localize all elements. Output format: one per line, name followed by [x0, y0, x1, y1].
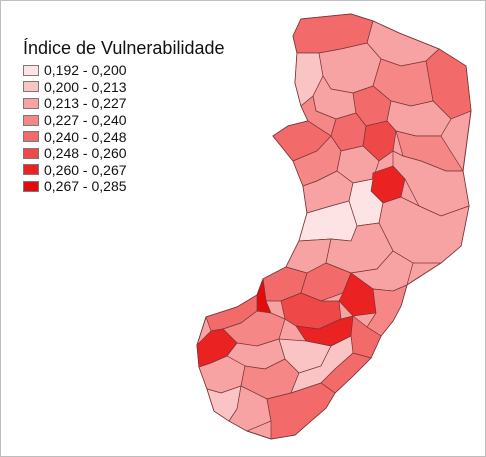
legend-label: 0,227 - 0,240	[44, 112, 127, 129]
legend-label: 0,260 - 0,267	[44, 161, 127, 178]
map-legend: Índice de Vulnerabilidade 0,192 - 0,200 …	[23, 38, 224, 195]
legend-label: 0,192 - 0,200	[44, 62, 127, 79]
legend-item: 0,192 - 0,200	[23, 62, 224, 79]
legend-title: Índice de Vulnerabilidade	[23, 38, 225, 58]
municipalities-layer	[196, 13, 472, 440]
legend-item: 0,240 - 0,248	[23, 128, 224, 145]
legend-item: 0,213 - 0,227	[23, 95, 224, 112]
legend-swatch	[23, 180, 39, 192]
legend-swatch	[23, 147, 39, 159]
legend-label: 0,200 - 0,213	[44, 78, 127, 95]
municipality-region	[266, 382, 336, 440]
legend-swatch	[23, 97, 39, 109]
legend-item: 0,267 - 0,285	[23, 178, 224, 195]
legend-item: 0,260 - 0,267	[23, 162, 224, 179]
legend-swatch	[23, 131, 39, 143]
legend-item: 0,200 - 0,213	[23, 79, 224, 96]
legend-swatch	[23, 64, 39, 76]
legend-label: 0,213 - 0,227	[44, 95, 127, 112]
legend-label: 0,248 - 0,260	[44, 145, 127, 162]
legend-swatch	[23, 114, 39, 126]
legend-label: 0,267 - 0,285	[44, 178, 127, 195]
legend-label: 0,240 - 0,248	[44, 128, 127, 145]
legend-items: 0,192 - 0,200 0,200 - 0,213 0,213 - 0,22…	[23, 62, 224, 195]
legend-swatch	[23, 81, 39, 93]
legend-item: 0,227 - 0,240	[23, 112, 224, 129]
legend-swatch	[23, 164, 39, 176]
legend-item: 0,248 - 0,260	[23, 145, 224, 162]
municipality-region	[378, 196, 470, 264]
